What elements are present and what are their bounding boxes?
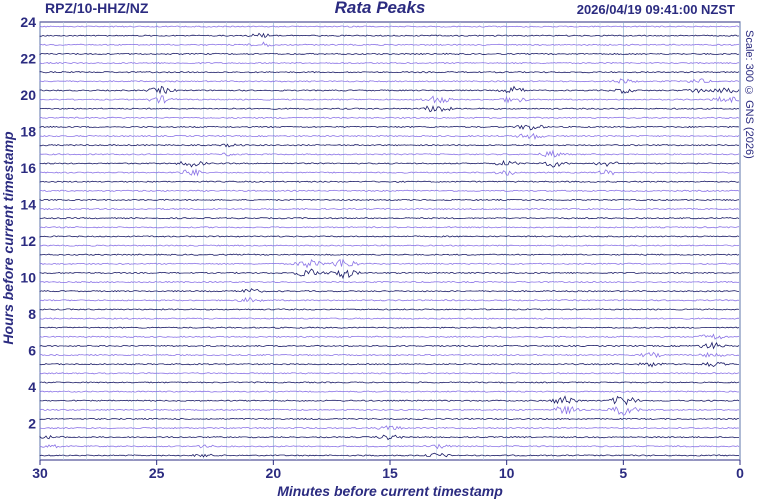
trace-line (39, 361, 740, 368)
y-tick-label: 18 (20, 124, 36, 140)
trace-line (39, 52, 740, 56)
trace-line (39, 434, 739, 441)
x-tick-label: 5 (619, 465, 627, 481)
y-tick-label: 8 (28, 306, 36, 322)
x-axis-label: Minutes before current timestamp (277, 483, 503, 499)
trace-line (39, 217, 740, 220)
trace-line (39, 41, 740, 48)
x-tick-label: 25 (149, 465, 165, 481)
x-tick-label: 0 (736, 465, 744, 481)
trace-line (39, 281, 740, 284)
trace-line (39, 258, 740, 269)
trace-line (39, 159, 740, 168)
trace-line (39, 425, 740, 431)
trace-line (39, 351, 740, 359)
trace-line (39, 226, 740, 229)
current-timestamp: 2026/04/19 09:41:00 NZST (576, 2, 735, 17)
x-tick-label: 15 (382, 465, 398, 481)
trace-line (39, 105, 740, 113)
trace-line (39, 143, 739, 148)
y-tick-label: 4 (28, 379, 36, 395)
trace-line (39, 341, 740, 350)
trace-line (39, 78, 740, 84)
trace-line (39, 381, 740, 384)
x-tick-label: 30 (32, 465, 48, 481)
y-tick-label: 6 (28, 343, 36, 359)
trace-line (39, 61, 740, 65)
trace-line (39, 71, 740, 74)
trace-line (39, 189, 740, 192)
trace-line (39, 333, 740, 340)
trace-line (39, 95, 739, 104)
y-tick-label: 20 (20, 87, 36, 103)
trace-line (39, 317, 740, 320)
x-tick-label: 10 (499, 465, 515, 481)
y-tick-label: 14 (20, 197, 36, 213)
trace-line (39, 198, 740, 201)
trace-line (39, 124, 740, 131)
trace-line (39, 405, 740, 416)
trace-line (39, 443, 740, 450)
y-tick-label: 2 (28, 416, 36, 432)
y-tick-label: 22 (20, 51, 36, 67)
trace-line (39, 268, 740, 280)
trace-line (39, 32, 740, 39)
trace-line (39, 417, 739, 420)
y-tick-label: 24 (20, 14, 36, 30)
chart-title: Rata Peaks (334, 0, 426, 17)
trace-line (39, 116, 740, 119)
trace-line (39, 235, 740, 238)
trace-line (39, 149, 740, 158)
trace-line (39, 253, 740, 256)
trace-line (39, 132, 740, 140)
trace-line (39, 296, 740, 303)
scale-note: Scale: 300 © GNS (2026) (743, 30, 755, 159)
trace-line (39, 326, 740, 329)
trace-line (39, 208, 740, 211)
y-tick-label: 12 (20, 233, 36, 249)
trace-line (39, 372, 740, 375)
trace-line (39, 25, 740, 28)
trace-line (39, 180, 740, 183)
trace-line (39, 390, 740, 393)
y-tick-label: 16 (20, 160, 36, 176)
trace-line (39, 85, 740, 95)
trace-line (39, 168, 740, 177)
trace-line (39, 244, 740, 247)
trace-line (39, 308, 740, 311)
station-code: RPZ/10-HHZ/NZ (45, 0, 149, 16)
y-tick-label: 10 (20, 270, 36, 286)
x-tick-label: 20 (266, 465, 282, 481)
trace-line (39, 288, 739, 293)
trace-line (39, 452, 740, 458)
trace-line (39, 395, 740, 406)
